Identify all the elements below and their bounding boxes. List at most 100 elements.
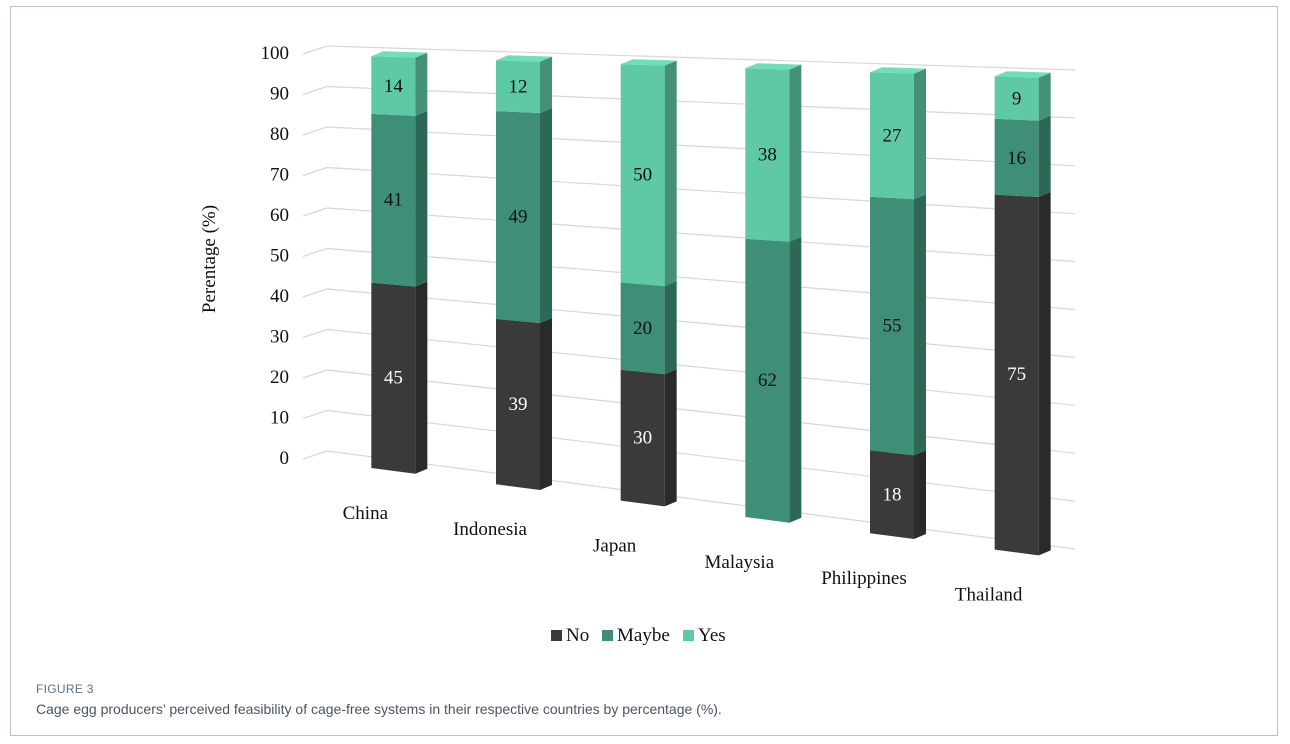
bar-indonesia: 39 49 12	[496, 55, 552, 491]
bar-side	[664, 60, 677, 286]
gridline	[326, 166, 1076, 215]
legend-item-maybe: Maybe	[602, 625, 670, 646]
data-label: 62	[758, 370, 777, 391]
gridline	[326, 85, 1076, 119]
data-label: 20	[633, 318, 652, 339]
gridline	[326, 247, 1076, 311]
legend-label: No	[566, 625, 589, 646]
bar-segment-no: 45	[371, 281, 428, 474]
bar-segment-maybe: 16	[994, 115, 1051, 198]
gridline	[326, 288, 1076, 358]
gridline-side	[302, 85, 328, 96]
gridline-side	[302, 247, 328, 258]
bar-face	[994, 194, 1039, 556]
bar-side	[914, 68, 926, 200]
bar-top	[620, 59, 677, 66]
bar-segment-yes: 9	[994, 72, 1051, 121]
data-label: 75	[1007, 364, 1026, 385]
y-tick-label: 20	[270, 367, 289, 388]
data-label: 39	[509, 394, 528, 415]
y-tick-label: 80	[270, 124, 289, 145]
legend-swatch	[551, 630, 562, 641]
bar-face	[870, 72, 914, 200]
category-label: Japan	[593, 536, 637, 557]
figure-label: FIGURE 3	[36, 682, 94, 696]
gridline-side	[302, 450, 328, 460]
y-tick-label: 50	[270, 246, 289, 267]
gridline-side	[302, 409, 328, 420]
data-label: 30	[633, 428, 652, 449]
gridline	[326, 328, 1076, 406]
gridline-side	[302, 126, 328, 136]
y-axis-label: Perentage (%)	[199, 205, 220, 313]
category-label: Philippines	[821, 568, 907, 589]
data-label: 49	[509, 206, 528, 227]
gridlines	[302, 45, 1076, 550]
bar-side	[415, 110, 428, 287]
gridline-side	[302, 207, 328, 217]
data-label: 12	[509, 76, 528, 97]
bar-face	[496, 318, 540, 491]
category-labels: China Indonesia Japan Malaysia Philippines Th…	[343, 503, 1023, 606]
bar-face	[870, 196, 914, 456]
y-tick-label: 0	[280, 448, 290, 469]
data-label: 16	[1007, 148, 1026, 169]
bar-segment-yes: 27	[870, 68, 926, 200]
bar-face	[371, 56, 416, 116]
bar-side	[789, 236, 802, 523]
bar-top	[496, 55, 552, 62]
data-label: 45	[384, 368, 403, 389]
gridline-side	[302, 288, 328, 298]
bar-segment-maybe: 20	[620, 280, 677, 375]
gridline-side	[302, 166, 328, 177]
bar-thailand: 75 16 9	[994, 71, 1051, 556]
y-tick-label: 100	[261, 43, 290, 64]
bar-side	[914, 194, 926, 456]
bar-side	[664, 369, 677, 507]
category-label: Indonesia	[453, 519, 527, 540]
y-axis-ticks: 0 10 20 30 40 50 60 70 80 90 100	[261, 43, 290, 469]
bar-face	[371, 113, 416, 287]
category-label: Thailand	[955, 585, 1023, 606]
category-label: China	[343, 503, 389, 524]
bar-face	[745, 68, 790, 242]
bar-side	[540, 317, 552, 491]
bar-segment-yes: 50	[620, 60, 677, 286]
bar-face	[620, 64, 665, 286]
legend-label: Yes	[698, 625, 726, 646]
bar-segment-yes: 38	[745, 64, 802, 242]
legend-swatch	[683, 630, 694, 641]
legend-label: Maybe	[617, 625, 670, 646]
gridline	[326, 369, 1076, 454]
gridline	[326, 450, 1076, 550]
bar-side	[1038, 72, 1051, 121]
y-tick-label: 90	[270, 84, 289, 105]
bar-face	[371, 282, 416, 474]
bar-top	[994, 71, 1051, 78]
bar-segment-yes: 12	[496, 56, 552, 114]
data-label: 9	[1012, 88, 1022, 109]
bar-side	[540, 56, 552, 114]
y-tick-label: 40	[270, 286, 289, 307]
bar-top	[745, 63, 802, 70]
gridline	[326, 207, 1076, 263]
bar-segment-no: 30	[620, 369, 677, 507]
bar-segment-maybe: 62	[745, 236, 802, 523]
data-label: 27	[883, 125, 902, 146]
bar-segment-maybe: 49	[496, 108, 552, 323]
bar-face	[745, 238, 790, 523]
bar-face	[496, 111, 540, 323]
stacked-3d-bar-chart: 0 10 20 30 40 50 60 70 80 90 100 45 41 14 39 49 12 30 20 5…	[199, 43, 1076, 646]
gridline-side	[302, 369, 328, 379]
gridline	[326, 409, 1076, 502]
figure-caption: Cage egg producers’ perceived feasibilit…	[36, 701, 722, 717]
data-label: 14	[384, 76, 404, 97]
bar-japan: 30 20 50	[620, 59, 677, 507]
bar-segment-yes: 14	[371, 52, 428, 116]
figure-frame: 0 10 20 30 40 50 60 70 80 90 100 45 41 14 39 49 12 30 20 5…	[10, 6, 1278, 736]
gridline	[326, 45, 1076, 71]
data-label: 55	[883, 315, 902, 336]
data-label: 18	[883, 484, 902, 505]
bar-face	[620, 282, 665, 375]
bar-malaysia: 62 38	[745, 63, 802, 523]
